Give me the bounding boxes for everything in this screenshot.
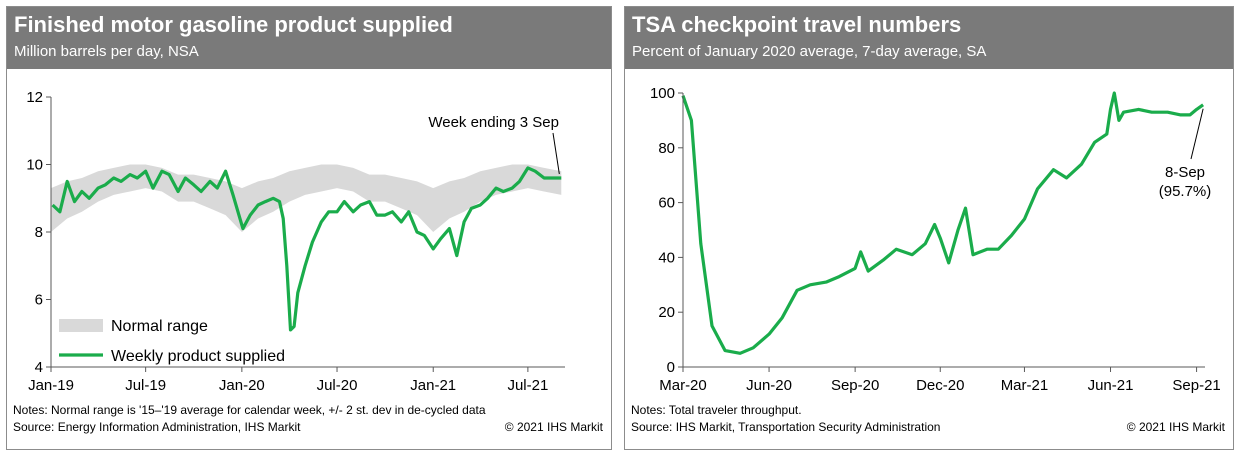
y-tick-label: 80	[658, 140, 675, 157]
chart-copyright: © 2021 IHS Markit	[1126, 420, 1225, 434]
chart-copyright: © 2021 IHS Markit	[504, 420, 603, 434]
chart-notes: Notes: Normal range is '15–'19 average f…	[13, 403, 486, 417]
x-tick-label: Sep-21	[1172, 377, 1220, 394]
y-tick-label: 60	[658, 195, 675, 212]
y-tick-label: 8	[35, 224, 43, 241]
chart-footer: Notes: Normal range is '15–'19 average f…	[13, 402, 603, 436]
y-tick-label: 20	[658, 304, 675, 321]
y-tick-label: 4	[35, 359, 43, 376]
legend-label-weekly: Weekly product supplied	[111, 348, 285, 365]
x-tick-label: Jul-20	[317, 377, 358, 394]
x-tick-label: Jan-21	[410, 377, 456, 394]
x-tick-label: Sep-20	[831, 377, 879, 394]
x-tick-label: Jun-20	[746, 377, 792, 394]
y-tick-label: 40	[658, 249, 675, 266]
tsa-plot: 0 20 40 60 80 100 Mar-20 Jun-20 Sep-20 Dec-20 Mar-…	[650, 85, 1221, 394]
chart-header: Finished motor gasoline product supplied…	[7, 7, 611, 69]
x-tick-label: Jun-21	[1088, 377, 1134, 394]
y-tick-label: 0	[667, 359, 675, 376]
y-tick-label: 6	[35, 292, 43, 309]
x-tick-label: Jul-19	[125, 377, 166, 394]
x-tick-label: Jul-21	[507, 377, 548, 394]
x-tick-label: Dec-20	[916, 377, 964, 394]
y-tick-label: 10	[26, 157, 43, 174]
gasoline-chart-panel: Finished motor gasoline product supplied…	[6, 6, 612, 450]
chart-subtitle: Percent of January 2020 average, 7-day a…	[632, 43, 987, 60]
annotation-leader	[1190, 108, 1204, 160]
x-tick-label: Mar-21	[1001, 377, 1049, 394]
x-tick-label: Mar-20	[659, 377, 707, 394]
gasoline-plot: 4 6 8 10 12 Jan-19 Jul-19 Jan-20 Jul-20 Jan-21 Jul…	[26, 89, 565, 394]
chart-header: TSA checkpoint travel numbers Percent of…	[625, 7, 1233, 69]
chart-footer: Notes: Total traveler throughput. Source…	[631, 402, 1225, 436]
x-tick-label: Jan-19	[28, 377, 74, 394]
chart-source: Source: IHS Markit, Transportation Secur…	[631, 420, 941, 434]
tsa-chart-panel: TSA checkpoint travel numbers Percent of…	[624, 6, 1234, 450]
annotation-date: 8-Sep	[1165, 164, 1205, 181]
chart-notes: Notes: Total traveler throughput.	[631, 403, 802, 417]
chart-title: TSA checkpoint travel numbers	[632, 12, 962, 37]
chart-title: Finished motor gasoline product supplied	[14, 12, 453, 37]
annotation-value: (95.7%)	[1159, 183, 1212, 200]
y-tick-label: 12	[26, 89, 43, 106]
annotation-week-ending: Week ending 3 Sep	[428, 114, 559, 131]
series-line-1	[51, 166, 562, 332]
annotation-leader	[552, 132, 560, 175]
y-tick-label: 100	[650, 85, 675, 102]
series-line-0	[681, 91, 1205, 355]
legend-swatch-normal-range	[59, 319, 103, 332]
x-tick-label: Jan-20	[219, 377, 265, 394]
legend-label-normal-range: Normal range	[111, 318, 208, 335]
chart-subtitle: Million barrels per day, NSA	[14, 43, 199, 60]
series-band-normal-range	[51, 164, 562, 232]
chart-source: Source: Energy Information Administratio…	[13, 420, 301, 434]
